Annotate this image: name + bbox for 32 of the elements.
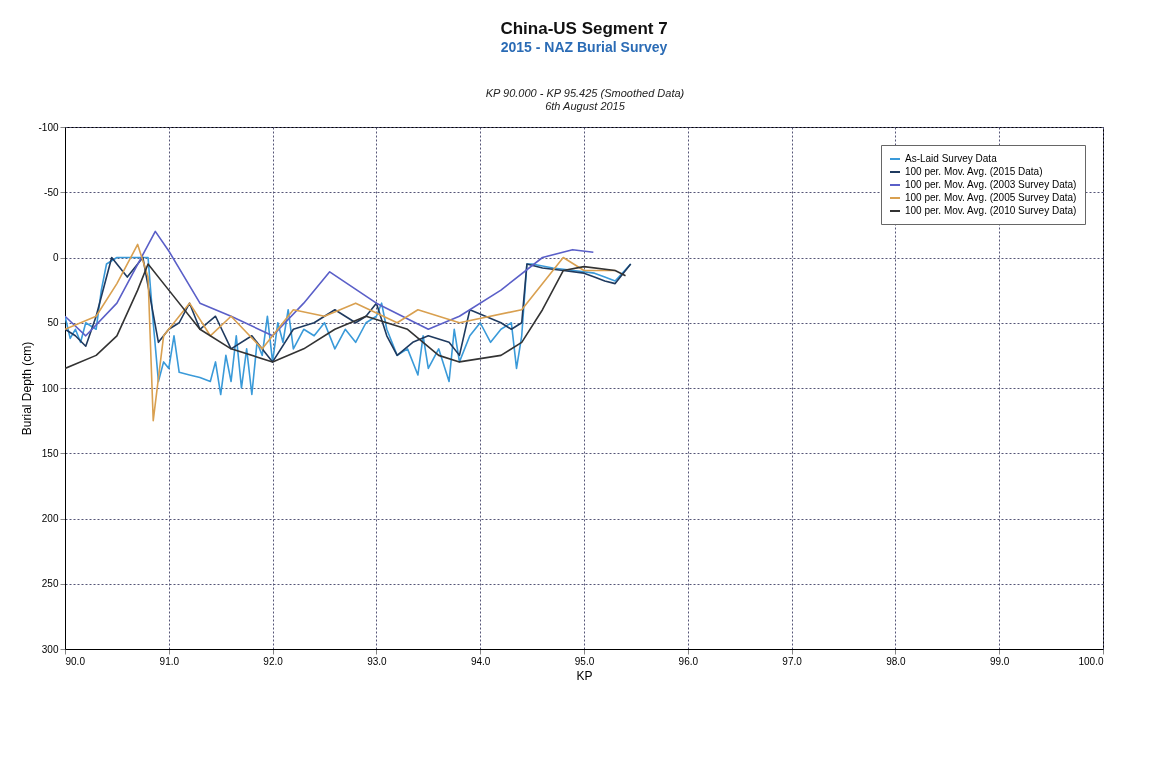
y-tick-label: 250	[41, 578, 59, 590]
x-tick-label: 94.0	[470, 655, 491, 667]
x-tick-label: 93.0	[367, 655, 388, 667]
text: 6th August 2015	[545, 100, 626, 112]
x-tick-label: 95.0	[574, 655, 595, 667]
legend-label: 100 per. Mov. Avg. (2003 Survey Data)	[905, 179, 1077, 190]
x-tick-label: 99.0	[989, 655, 1010, 667]
chart-subtitle: 2015 - NAZ Burial Survey	[500, 39, 668, 55]
x-tick-label: 98.0	[886, 655, 907, 667]
legend-label: As-Laid Survey Data	[905, 153, 998, 164]
chart-title: China-US Segment 7	[500, 19, 668, 38]
x-tick-label: 91.0	[159, 655, 180, 667]
y-tick-label: 150	[41, 447, 59, 459]
legend-label: 100 per. Mov. Avg. (2015 Data)	[905, 166, 1043, 177]
legend-label: 100 per. Mov. Avg. (2010 Survey Data)	[905, 205, 1077, 216]
x-tick-label: 100.0	[1078, 655, 1104, 667]
x-axis-title: KP	[576, 668, 593, 683]
line-series	[65, 230, 595, 337]
text: KP 90.000 - KP 95.425 (Smoothed Data)	[485, 87, 685, 99]
y-tick-label: -50	[44, 186, 59, 198]
x-tick-label: 92.0	[263, 655, 284, 667]
y-axis-title: Burial Depth (cm)	[20, 341, 35, 436]
y-tick-label: 300	[41, 643, 59, 655]
y-tick-label: 200	[41, 513, 59, 524]
y-tick-label: 100	[41, 382, 59, 394]
x-tick-label: 96.0	[678, 655, 699, 667]
x-tick-label: 90.0	[65, 655, 86, 667]
y-tick-label: 0	[52, 252, 59, 263]
x-tick-label: 97.0	[782, 655, 803, 667]
y-tick-label: 50	[47, 317, 59, 329]
y-tick-label: -100	[38, 121, 59, 133]
legend-label: 100 per. Mov. Avg. (2005 Survey Data)	[905, 192, 1077, 203]
